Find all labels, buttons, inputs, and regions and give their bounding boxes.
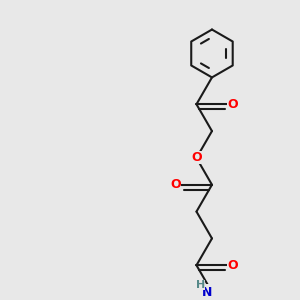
- Text: N: N: [202, 286, 212, 298]
- Text: O: O: [227, 259, 238, 272]
- Text: O: O: [227, 98, 238, 111]
- Text: O: O: [171, 178, 181, 191]
- Text: O: O: [191, 152, 202, 164]
- Text: H: H: [196, 280, 205, 290]
